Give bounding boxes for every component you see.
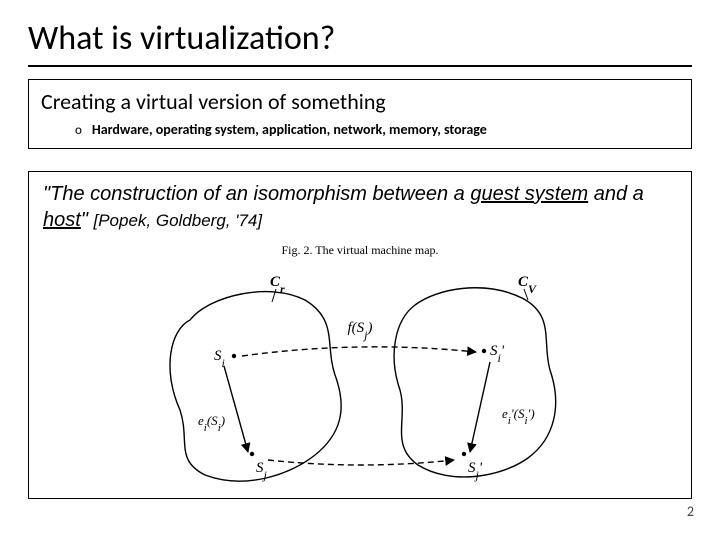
svg-text:Sj': Sj' (468, 460, 483, 482)
bullet-row: o Hardware, operating system, applicatio… (41, 121, 679, 138)
quote-underline-guest: guest system (470, 183, 588, 205)
definition-lead: Creating a virtual version of something (41, 88, 679, 115)
title-underline: What is virtualization? (28, 18, 692, 67)
quote-part: " (81, 209, 94, 231)
svg-text:ei'(Si'): ei'(Si') (502, 406, 535, 427)
svg-text:Si: Si (214, 348, 225, 370)
quote-box: "The construction of an isomorphism betw… (28, 171, 692, 499)
slide: What is virtualization? Creating a virtu… (0, 0, 720, 540)
quote-part: "The construction of an isomorphism betw… (43, 183, 470, 205)
figure-caption: Fig. 2. The virtual machine map. (43, 243, 677, 258)
bullet-marker: o (75, 124, 82, 137)
svg-text:ei(Si): ei(Si) (198, 413, 225, 434)
page-number: 2 (687, 503, 694, 520)
vm-map-diagram: CrCVSiSjei(Si)Si'Sj'ei'(Si')f(Sj) (150, 260, 570, 490)
svg-text:CV: CV (518, 274, 537, 296)
quote-text: "The construction of an isomorphism betw… (43, 182, 677, 233)
quote-citation: [Popek, Goldberg, '74] (93, 211, 262, 230)
definition-box: Creating a virtual version of something … (28, 79, 692, 149)
svg-text:f(Sj): f(Sj) (347, 320, 372, 342)
bullet-text: Hardware, operating system, application,… (92, 121, 487, 138)
quote-underline-host: host (43, 209, 81, 231)
svg-text:Si': Si' (490, 343, 505, 365)
quote-part: and a (588, 183, 644, 205)
slide-title: What is virtualization? (28, 18, 692, 59)
